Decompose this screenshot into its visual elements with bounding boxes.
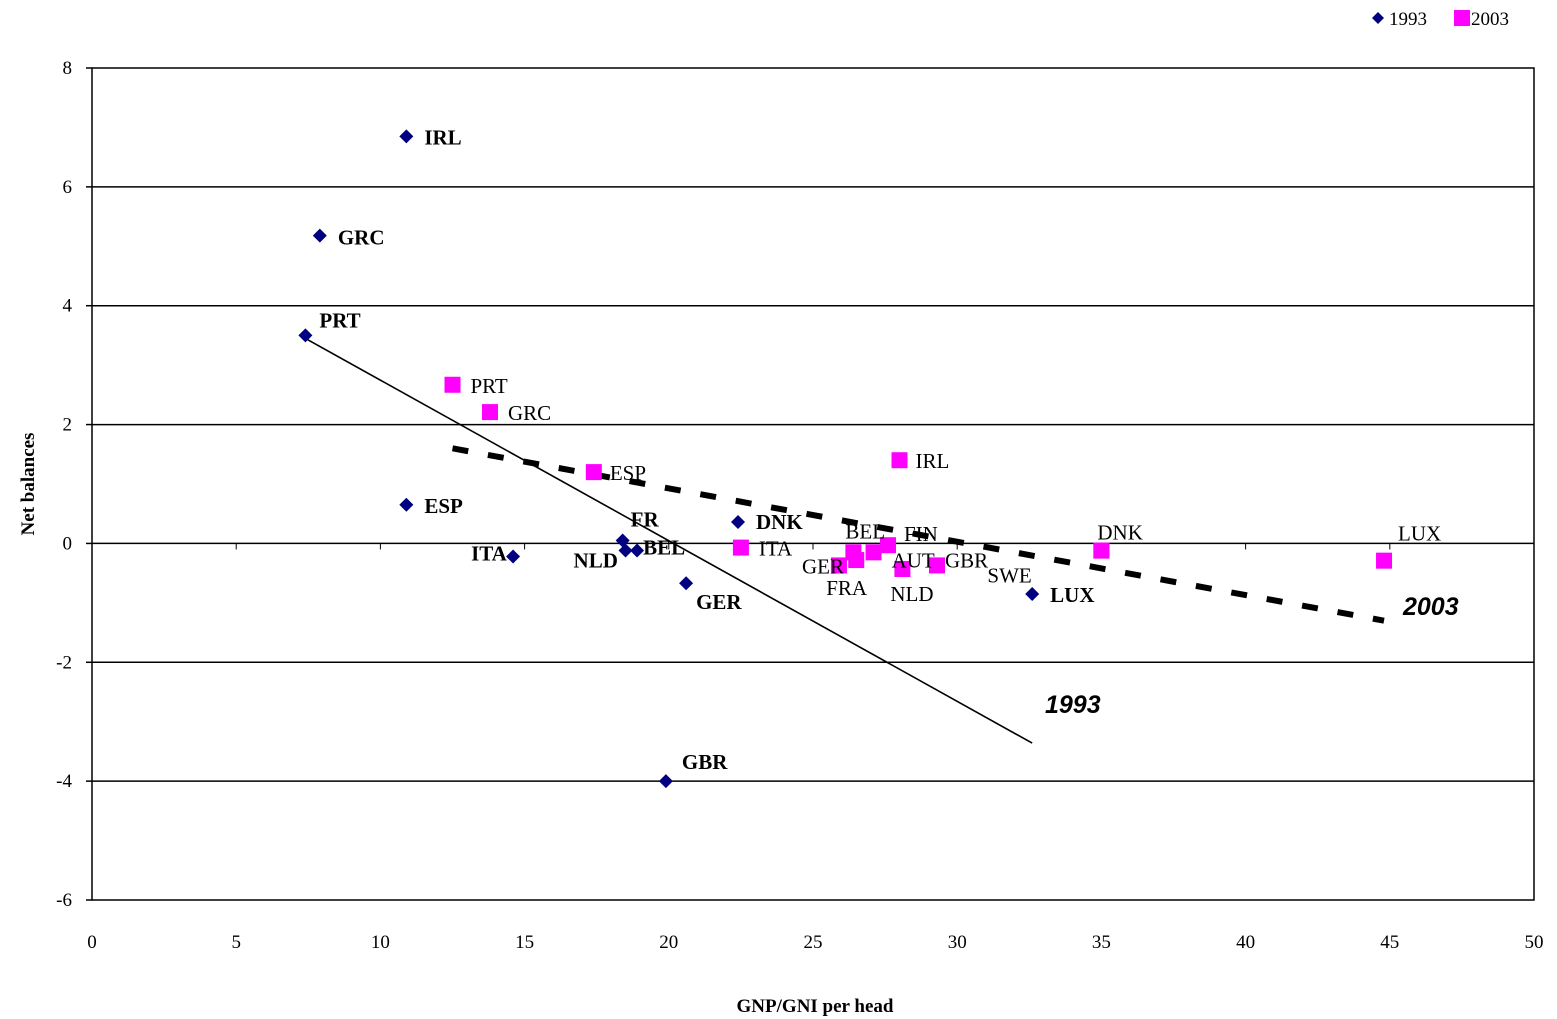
- point-1993-IRL: [399, 129, 414, 144]
- point-2003-DNK: [1093, 542, 1110, 559]
- x-axis-ticks: 0 5 10 15 20 25 30 35 40 45 50: [87, 543, 1544, 953]
- gridlines: [92, 186, 1534, 782]
- y-tick-label: 2: [63, 415, 73, 436]
- data-label-2003-NLD: NLD: [890, 582, 933, 606]
- point-2003-IRL: [891, 452, 908, 469]
- point-1993-PRT: [298, 328, 313, 343]
- point-1993-BEL: [630, 543, 645, 558]
- trendline-labels: 1993 2003: [1045, 593, 1459, 719]
- y-tick-label: 0: [63, 533, 73, 554]
- x-tick-label: 0: [87, 932, 97, 953]
- y-tick-label: -4: [56, 771, 72, 792]
- data-label-1993-GER: GER: [696, 590, 742, 614]
- data-label-2003-FRA: FRA: [826, 576, 868, 600]
- x-tick-label: 5: [231, 932, 241, 953]
- legend-label-2003: 2003: [1471, 9, 1509, 30]
- data-label-1993-ITA: ITA: [471, 542, 508, 566]
- data-label-2003-AUT: AUT: [892, 548, 935, 572]
- data-label-2003-SWE: SWE: [987, 564, 1031, 588]
- plot-area-frame: [91, 67, 1535, 901]
- y-axis-title: Net balances: [18, 433, 39, 536]
- data-label-1993-DNK: DNK: [756, 510, 803, 534]
- data-label-2003-LUX: LUX: [1398, 522, 1441, 546]
- x-tick-label: 30: [948, 932, 967, 953]
- data-points: [298, 129, 1393, 789]
- legend-marker-1993: [1372, 12, 1384, 24]
- point-2003-GER: [830, 557, 847, 574]
- data-label-2003-GER: GER: [802, 554, 844, 578]
- data-label-1993-GRC: GRC: [338, 226, 385, 250]
- point-2003-GRC: [481, 404, 498, 421]
- data-label-2003-ITA: ITA: [759, 537, 793, 561]
- x-tick-label: 25: [804, 932, 823, 953]
- y-tick-label: 8: [63, 58, 73, 79]
- point-1993-GBR: [658, 774, 673, 789]
- x-axis-title: GNP/GNI per head: [737, 996, 894, 1017]
- data-label-1993-IRL: IRL: [424, 125, 461, 149]
- x-tick-label: 45: [1380, 932, 1399, 953]
- point-2003-PRT: [444, 376, 461, 393]
- data-label-1993-GBR: GBR: [682, 750, 728, 774]
- data-label-2003-ESP: ESP: [610, 461, 646, 485]
- data-label-1993-ESP: ESP: [424, 494, 463, 518]
- data-label-2003-GRC: GRC: [508, 401, 551, 425]
- data-label-1993-BEL: BEL: [643, 536, 685, 560]
- point-1993-GER: [679, 576, 694, 591]
- point-2003-ESP: [585, 464, 602, 481]
- x-tick-label: 20: [659, 932, 678, 953]
- data-label-2003-PRT: PRT: [471, 374, 508, 398]
- data-label-1993-PRT: PRT: [319, 308, 360, 332]
- point-2003-NLD: [894, 560, 911, 577]
- legend-marker-2003: [1454, 10, 1470, 26]
- point-labels: IRLGRCPRTESPITAFRNLDBELDNKGERGBRLUXPRTGR…: [319, 125, 1441, 774]
- trendline-2003: [451, 445, 1385, 624]
- point-1993-FR: [615, 533, 630, 548]
- point-1993-DNK: [731, 515, 746, 530]
- point-1993-ITA: [506, 549, 521, 564]
- point-1993-ESP: [399, 497, 414, 512]
- x-tick-label: 15: [515, 932, 534, 953]
- legend: 1993 2003: [1372, 9, 1509, 30]
- point-2003-AUT: [865, 544, 882, 561]
- trendlines: [305, 337, 1385, 744]
- y-axis-ticks: 8 6 4 2 0 -2 -4 -6: [56, 58, 92, 911]
- point-1993-GRC: [312, 228, 327, 243]
- point-1993-LUX: [1025, 586, 1040, 601]
- y-tick-label: 4: [63, 296, 73, 317]
- point-2003-GBR: [929, 557, 946, 574]
- point-2003-FIN: [879, 537, 896, 554]
- x-tick-label: 50: [1525, 932, 1544, 953]
- y-tick-label: 6: [63, 177, 73, 198]
- x-tick-label: 35: [1092, 932, 1111, 953]
- data-label-2003-IRL: IRL: [916, 449, 950, 473]
- data-label-2003-BEL: BEL: [845, 519, 885, 543]
- x-tick-label: 40: [1236, 932, 1255, 953]
- y-tick-label: -6: [56, 890, 72, 911]
- data-label-1993-LUX: LUX: [1050, 583, 1094, 607]
- y-tick-label: -2: [56, 652, 72, 673]
- data-label-2003-GBR: GBR: [945, 548, 988, 572]
- point-2003-ITA: [732, 539, 749, 556]
- data-label-1993-FR: FR: [631, 507, 660, 531]
- point-1993-NLD: [618, 543, 633, 558]
- trendline-label-2003: 2003: [1402, 593, 1459, 621]
- x-tick-label: 10: [371, 932, 390, 953]
- data-label-1993-NLD: NLD: [574, 549, 618, 573]
- point-2003-BEL: [845, 544, 862, 561]
- data-label-2003-DNK: DNK: [1097, 521, 1143, 545]
- trendline-1993: [305, 337, 1033, 744]
- data-label-2003-FIN: FIN: [904, 522, 938, 546]
- trendline-label-1993: 1993: [1045, 691, 1101, 719]
- point-2003-LUX: [1376, 552, 1393, 569]
- legend-label-1993: 1993: [1389, 9, 1427, 30]
